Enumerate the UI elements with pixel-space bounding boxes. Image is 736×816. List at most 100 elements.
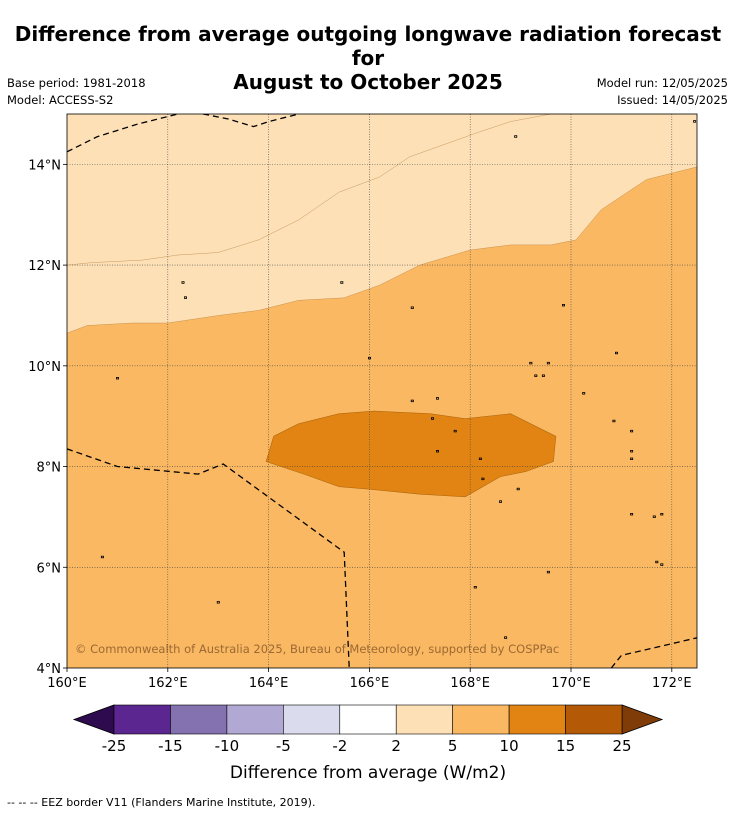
- colorbar-bin: [170, 704, 228, 735]
- island: [430, 417, 434, 420]
- island: [541, 374, 545, 377]
- colorbar-over-arrow: [621, 704, 664, 735]
- colorbar-bin: [339, 704, 397, 735]
- island: [481, 477, 485, 481]
- chart-title-line-2: August to October 2025: [233, 70, 503, 94]
- contour-line-0: [67, 114, 551, 266]
- island: [652, 515, 656, 518]
- island: [514, 135, 518, 138]
- map-eez-borders: [67, 114, 697, 668]
- island: [534, 374, 538, 377]
- island: [181, 281, 185, 284]
- colorbar-bin: [283, 704, 341, 735]
- y-tick-label: 6°N: [37, 561, 62, 576]
- colorbar-tick-label: 10: [500, 737, 519, 755]
- island: [612, 419, 616, 423]
- island: [630, 449, 634, 453]
- map-contour-lines: [67, 114, 697, 498]
- colorbar-tick-label: 15: [556, 737, 575, 755]
- model-name: Model: ACCESS-S2: [7, 93, 114, 107]
- map-islands: [100, 120, 697, 639]
- chart-title-line-1: Difference from average outgoing longwav…: [14, 22, 722, 70]
- island: [435, 449, 439, 453]
- island: [504, 636, 508, 639]
- x-tick-label: 164°E: [249, 676, 289, 691]
- island: [660, 513, 664, 516]
- island: [410, 399, 414, 403]
- colorbar-bin: [226, 704, 284, 735]
- colorbar-bin: [508, 704, 566, 735]
- region-1: [67, 114, 697, 334]
- y-tick-label: 10°N: [28, 360, 61, 375]
- x-tick-label: 168°E: [450, 676, 490, 691]
- island: [630, 513, 634, 516]
- island: [529, 361, 533, 365]
- issued-date: Issued: 14/05/2025: [617, 93, 728, 107]
- colorbar-tick-label: -25: [102, 737, 127, 755]
- colorbar-tick-label: 5: [448, 737, 458, 755]
- island: [630, 429, 634, 433]
- island: [630, 457, 634, 461]
- y-axis-ticks: 4°N 6°N 8°N 10°N 12°N 14°N: [28, 158, 67, 677]
- island: [183, 296, 187, 299]
- island: [116, 376, 120, 380]
- y-tick-label: 4°N: [37, 662, 62, 677]
- island: [453, 429, 457, 433]
- island: [546, 570, 550, 574]
- region-outline-2: [265, 410, 557, 498]
- y-tick-label: 14°N: [28, 158, 61, 173]
- map-regions: [67, 114, 697, 668]
- eez-border-3: [610, 637, 697, 668]
- island: [546, 361, 550, 365]
- chart-title: Difference from average outgoing longwav…: [0, 22, 736, 94]
- island: [660, 563, 664, 566]
- x-axis-ticks: 160°E 162°E 164°E 166°E 168°E 170°E 172°E: [47, 668, 692, 691]
- base-period: Base period: 1981-2018: [7, 76, 146, 90]
- colorbar-tick-label: -5: [276, 737, 291, 755]
- x-tick-label: 166°E: [350, 676, 390, 691]
- meta-right: Model run: 12/05/2025 Issued: 14/05/2025: [597, 75, 728, 109]
- colorbar-tick-label: -15: [158, 737, 183, 755]
- island: [367, 356, 371, 360]
- copyright-text: © Commonwealth of Australia 2025, Bureau…: [75, 642, 559, 656]
- map-gridlines: [67, 114, 697, 668]
- island: [562, 303, 566, 307]
- island: [100, 555, 104, 559]
- island: [516, 487, 520, 491]
- y-tick-label: 12°N: [28, 259, 61, 274]
- contour-line-1: [67, 166, 697, 334]
- colorbar-tick-label: 25: [612, 737, 631, 755]
- colorbar-bin: [452, 704, 510, 735]
- island: [655, 560, 659, 564]
- island: [473, 586, 477, 589]
- model-run: Model run: 12/05/2025: [596, 76, 728, 90]
- island: [216, 601, 220, 604]
- colorbar-bins: [72, 704, 664, 735]
- colorbar-tick-label: -10: [215, 737, 240, 755]
- island: [340, 281, 344, 284]
- map-svg: © Commonwealth of Australia 2025, Bureau…: [28, 113, 698, 691]
- colorbar-tick-labels: -25 -15 -10 -5 -2 2 5 10 15 25: [102, 737, 632, 755]
- island: [410, 306, 414, 309]
- island: [582, 392, 586, 395]
- x-tick-label: 162°E: [148, 676, 188, 691]
- x-tick-label: 160°E: [47, 676, 87, 691]
- eez-border-1: [202, 114, 299, 128]
- island: [498, 500, 502, 503]
- map-frame: [66, 113, 698, 669]
- island: [615, 351, 619, 355]
- y-tick-label: 8°N: [37, 461, 62, 476]
- colorbar: -25 -15 -10 -5 -2 2 5 10 15 25 Difference from av…: [72, 704, 664, 783]
- island: [478, 457, 482, 461]
- colorbar-bin: [565, 704, 623, 735]
- colorbar-tick-label: -2: [332, 737, 347, 755]
- eez-border-0: [67, 114, 179, 153]
- eez-border-2: [67, 448, 350, 668]
- meta-left: Base period: 1981-2018 Model: ACCESS-S2: [7, 75, 146, 109]
- x-tick-label: 172°E: [652, 676, 692, 691]
- footer-note: -- -- -- EEZ border V11 (Flanders Marine…: [7, 796, 316, 809]
- colorbar-under-arrow: [72, 704, 115, 735]
- island: [693, 120, 697, 123]
- region-2: [266, 411, 556, 497]
- colorbar-bin: [395, 704, 453, 735]
